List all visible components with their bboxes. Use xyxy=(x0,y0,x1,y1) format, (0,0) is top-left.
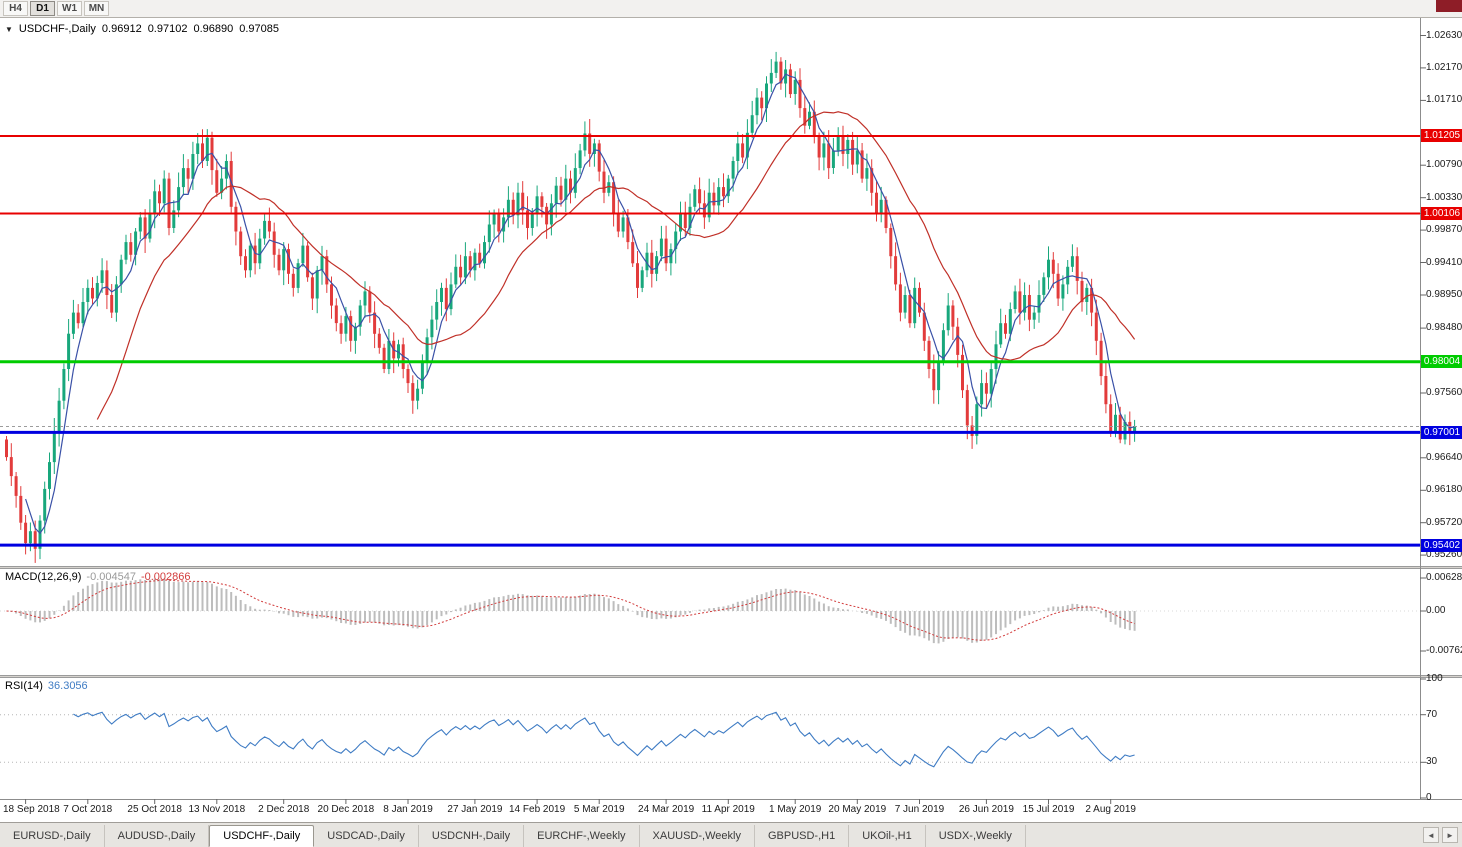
chart-tab-gbpusd-h1[interactable]: GBPUSD-,H1 xyxy=(755,825,850,847)
time-axis-label: 2 Aug 2019 xyxy=(1085,804,1136,815)
price-scale-tick: 1.00790 xyxy=(1426,159,1462,171)
time-axis-label: 25 Oct 2018 xyxy=(127,804,182,815)
price-scale-tick: 0.99410 xyxy=(1426,256,1462,268)
tab-scroll-nav: ◄ ► xyxy=(1423,827,1458,843)
price-scale-tick: 1.02170 xyxy=(1426,61,1462,73)
time-axis-label: 7 Jun 2019 xyxy=(894,804,945,815)
price-line-badge: 0.98004 xyxy=(1421,355,1462,369)
price-line-badge: 1.01205 xyxy=(1421,129,1462,143)
chart-tab-strip: EURUSD-,Daily AUDUSD-,Daily USDCHF-,Daily U… xyxy=(0,825,1026,847)
price-line-badge: 1.00106 xyxy=(1421,206,1462,220)
price-chart-canvas[interactable] xyxy=(0,18,1462,822)
chart-tab-xauusd-weekly[interactable]: XAUUSD-,Weekly xyxy=(640,825,755,847)
ohlc-high: 0.97102 xyxy=(147,23,188,35)
window-corner-artifact xyxy=(1436,0,1462,12)
rsi-scale-tick: 100 xyxy=(1426,673,1443,684)
price-scale-tick: 1.02630 xyxy=(1426,29,1462,41)
timeframe-button-w1[interactable]: W1 xyxy=(57,1,82,16)
chart-tab-usdx-weekly[interactable]: USDX-,Weekly xyxy=(926,825,1026,847)
ohlc-low: 0.96890 xyxy=(193,23,234,35)
price-scale-tick: 0.97560 xyxy=(1426,386,1462,398)
chart-tab-bar: EURUSD-,Daily AUDUSD-,Daily USDCHF-,Daily U… xyxy=(0,822,1462,847)
price-line-badge: 0.95402 xyxy=(1421,538,1462,552)
rsi-scale-tick: 70 xyxy=(1426,708,1438,720)
macd-main-value: -0.004547 xyxy=(86,571,136,583)
macd-signal-value: -0.002866 xyxy=(140,571,191,583)
time-axis-label: 26 Jun 2019 xyxy=(958,804,1014,815)
tabs-scroll-right-icon[interactable]: ► xyxy=(1442,827,1458,843)
macd-scale-tick: 0.006286 xyxy=(1426,571,1462,583)
chart-tab-usdcnh-daily[interactable]: USDCNH-,Daily xyxy=(419,825,525,847)
time-axis-label: 18 Sep 2018 xyxy=(3,804,60,815)
chart-tab-eurusd-daily[interactable]: EURUSD-,Daily xyxy=(0,825,105,847)
rsi-indicator-label: RSI(14) 36.3056 xyxy=(5,680,93,692)
rsi-name: RSI(14) xyxy=(5,680,43,692)
chart-tab-usdchf-daily[interactable]: USDCHF-,Daily xyxy=(209,825,315,847)
time-axis-label: 8 Jan 2019 xyxy=(383,804,433,815)
macd-name: MACD(12,26,9) xyxy=(5,571,82,583)
price-scale-tick: 0.98950 xyxy=(1426,288,1462,300)
price-scale-tick: 1.01710 xyxy=(1426,94,1462,106)
time-axis-label: 15 Jul 2019 xyxy=(1022,804,1075,815)
price-scale-tick: 0.95260 xyxy=(1426,549,1462,561)
time-axis-label: 5 Mar 2019 xyxy=(573,804,625,815)
chart-symbol-label: USDCHF-,Daily xyxy=(18,23,96,35)
timeframe-group: H4 D1 W1 MN xyxy=(3,1,109,16)
time-axis-label: 11 Apr 2019 xyxy=(701,804,755,815)
price-scale-tick: 0.95720 xyxy=(1426,516,1462,528)
ohlc-close: 0.97085 xyxy=(239,23,279,35)
time-axis-label: 13 Nov 2018 xyxy=(188,804,246,815)
price-line-badge: 0.97001 xyxy=(1421,425,1462,439)
chart-tab-audusd-daily[interactable]: AUDUSD-,Daily xyxy=(105,825,210,847)
price-scale-tick: 0.96180 xyxy=(1426,484,1462,496)
chart-window: ▼ USDCHF-,Daily 0.96912 0.97102 0.96890 0.970… xyxy=(0,18,1462,822)
ohlc-open: 0.96912 xyxy=(101,23,142,35)
time-axis-label: 2 Dec 2018 xyxy=(258,804,310,815)
timeframe-button-d1[interactable]: D1 xyxy=(30,1,55,16)
macd-scale-tick: -0.00762 xyxy=(1426,645,1462,656)
time-axis-label: 14 Feb 2019 xyxy=(508,804,566,815)
price-scale-tick: 0.96640 xyxy=(1426,451,1462,463)
timeframe-toolbar: H4 D1 W1 MN xyxy=(0,0,1462,18)
tabs-scroll-left-icon[interactable]: ◄ xyxy=(1423,827,1439,843)
price-scale-tick: 0.99870 xyxy=(1426,224,1462,236)
time-axis-label: 7 Oct 2018 xyxy=(63,804,113,815)
time-axis-label: 20 Dec 2018 xyxy=(317,804,375,815)
chart-tab-eurchf-weekly[interactable]: EURCHF-,Weekly xyxy=(524,825,640,847)
chart-menu-icon[interactable]: ▼ xyxy=(5,25,13,34)
rsi-scale-tick: 0 xyxy=(1426,792,1432,803)
chart-tab-ukoil-h1[interactable]: UKOil-,H1 xyxy=(849,825,926,847)
price-scale-tick: 1.00330 xyxy=(1426,191,1462,203)
chart-tab-usdcad-daily[interactable]: USDCAD-,Daily xyxy=(314,825,419,847)
time-axis-label: 27 Jan 2019 xyxy=(447,804,503,815)
timeframe-button-h4[interactable]: H4 xyxy=(3,1,28,16)
timeframe-button-mn[interactable]: MN xyxy=(84,1,109,16)
price-scale-tick: 0.98480 xyxy=(1426,322,1462,334)
time-axis-label: 20 May 2019 xyxy=(828,804,887,815)
time-axis-label: 24 Mar 2019 xyxy=(638,804,695,815)
chart-title: ▼ USDCHF-,Daily 0.96912 0.97102 0.96890 0.970… xyxy=(5,23,285,35)
rsi-value: 36.3056 xyxy=(47,680,88,692)
macd-indicator-label: MACD(12,26,9) -0.004547 -0.002866 xyxy=(5,571,196,583)
macd-scale-tick: 0.00 xyxy=(1426,605,1446,616)
rsi-scale-tick: 30 xyxy=(1426,756,1438,768)
time-axis-label: 1 May 2019 xyxy=(769,804,822,815)
